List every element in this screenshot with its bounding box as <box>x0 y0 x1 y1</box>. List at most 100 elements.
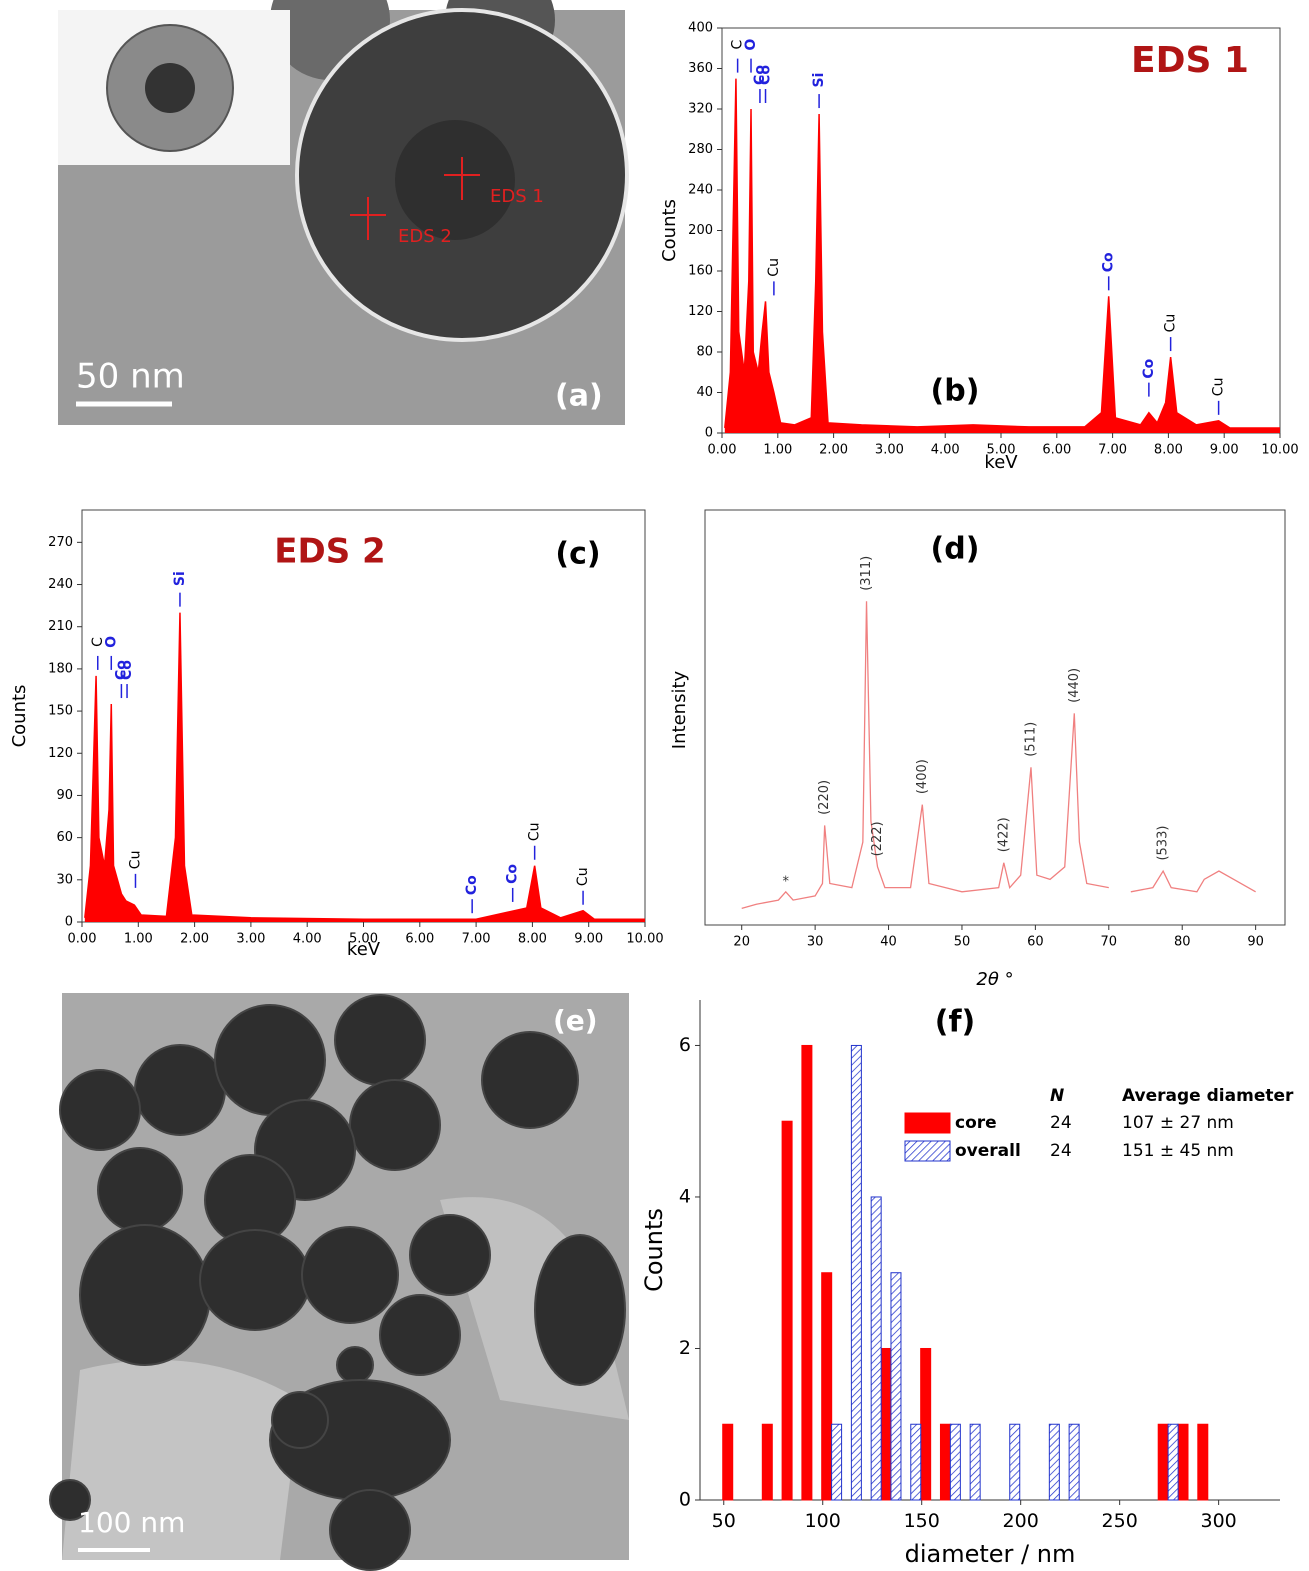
y-tick-label: 120 <box>48 746 73 761</box>
y-tick-label: 0 <box>65 915 73 930</box>
legend-cell: 24 <box>1050 1113 1072 1133</box>
peak-label: (533) <box>1156 826 1171 861</box>
peak-label: Co <box>1101 252 1117 272</box>
bar <box>880 1347 892 1501</box>
chart: 0.00 1.00 2.00 3.00 4.00 5.00 6.00 7.00 8.00 9.00… <box>9 509 664 960</box>
bar <box>870 1196 882 1501</box>
legend-swatch <box>904 1112 951 1134</box>
x-tick-label: 10.00 <box>626 932 663 947</box>
bar <box>1197 1423 1209 1501</box>
peak-label: Si <box>811 73 827 88</box>
y-tick-label: 40 <box>696 385 713 400</box>
x-tick-label: 70 <box>1101 935 1118 950</box>
x-tick-label: 300 <box>1201 1510 1237 1532</box>
x-tick-label: 60 <box>1027 935 1044 950</box>
peak-label: (440) <box>1067 668 1082 703</box>
marker-label: EDS 1 <box>490 186 544 207</box>
x-tick-label: 6.00 <box>405 932 434 947</box>
y-tick-label: 30 <box>56 872 73 887</box>
chart-title: EDS 1 <box>1131 40 1249 81</box>
x-tick-label: 1.00 <box>763 443 792 458</box>
bar <box>831 1423 843 1501</box>
x-tick-label: 1.00 <box>124 932 153 947</box>
x-tick-label: 50 <box>712 1510 736 1532</box>
scale-bar-label: 100 nm <box>78 1506 185 1539</box>
y-tick-label: 2 <box>679 1337 691 1359</box>
y-tick-label: 80 <box>696 345 713 360</box>
chart: 0.00 1.00 2.00 3.00 4.00 5.00 6.00 7.00 8.00 9.00… <box>659 21 1299 474</box>
x-axis-label: keV <box>984 452 1018 473</box>
x-tick-label: 20 <box>733 935 750 950</box>
y-tick-label: 200 <box>688 223 713 238</box>
bar <box>1157 1423 1169 1501</box>
bar <box>1068 1423 1080 1501</box>
y-axis-label: Counts <box>640 1208 668 1292</box>
peak-label: Cu <box>1163 314 1179 333</box>
x-tick-label: 50 <box>954 935 971 950</box>
bar <box>939 1423 951 1501</box>
x-tick-label: 90 <box>1247 935 1264 950</box>
x-tick-label: 7.00 <box>1098 443 1127 458</box>
panel-label: (f) <box>935 1005 975 1040</box>
chart: 20 30 40 50 60 70 80 90 2θ ° Intensity (d) * (220) (3… <box>669 509 1286 990</box>
x-tick-label: 4.00 <box>931 443 960 458</box>
x-tick-label: 9.00 <box>574 932 603 947</box>
bar <box>1009 1423 1021 1501</box>
x-tick-label: 3.00 <box>236 932 265 947</box>
bar <box>910 1423 922 1501</box>
legend-swatch <box>904 1140 951 1162</box>
y-tick-label: 90 <box>56 788 73 803</box>
peak-label: Co <box>505 864 521 884</box>
peak-label: * <box>783 874 790 889</box>
y-tick-label: 160 <box>688 264 713 279</box>
marker-label: EDS 2 <box>398 226 452 247</box>
x-tick-label: 4.00 <box>293 932 322 947</box>
y-tick-label: 60 <box>56 830 73 845</box>
y-tick-label: 180 <box>48 661 73 676</box>
x-tick-label: 7.00 <box>462 932 491 947</box>
peak-label: C <box>90 637 106 647</box>
y-tick-label: 280 <box>688 142 713 157</box>
y-tick-label: 120 <box>688 304 713 319</box>
bar <box>890 1272 902 1501</box>
spectrum-line <box>84 612 645 920</box>
legend-header: N <box>1050 1086 1064 1106</box>
legend-cell: 107 ± 27 nm <box>1122 1113 1234 1133</box>
peak-label: (511) <box>1023 722 1038 757</box>
bar <box>821 1272 833 1501</box>
legend-label: overall <box>955 1141 1021 1161</box>
x-axis-label: 2θ ° <box>976 969 1013 990</box>
y-axis-label: Intensity <box>669 670 690 749</box>
legend-cell: 24 <box>1050 1141 1072 1161</box>
x-tick-label: 150 <box>904 1510 940 1532</box>
y-tick-label: 6 <box>679 1034 691 1056</box>
y-tick-label: 400 <box>688 21 713 36</box>
panel-label: (c) <box>555 537 600 572</box>
y-tick-label: 0 <box>705 426 713 441</box>
peak-label: C <box>730 40 746 50</box>
x-tick-label: 3.00 <box>875 443 904 458</box>
peak-label: O <box>103 636 119 648</box>
y-axis-label: Counts <box>659 199 680 262</box>
bar <box>1048 1423 1060 1501</box>
panel-label: (b) <box>931 374 980 409</box>
peak-label: (311) <box>859 556 874 591</box>
peak-label: (422) <box>996 817 1011 852</box>
pattern-line <box>741 601 1256 910</box>
bar <box>722 1423 734 1501</box>
x-tick-label: 0.00 <box>708 443 737 458</box>
bar <box>761 1423 773 1501</box>
bar <box>1177 1423 1189 1501</box>
x-tick-label: 200 <box>1003 1510 1039 1532</box>
y-axis-label: Counts <box>9 685 30 748</box>
x-tick-label: 2.00 <box>819 443 848 458</box>
x-tick-label: 8.00 <box>518 932 547 947</box>
peak-label: Co <box>752 65 768 85</box>
tem-image-a: EDS 1 EDS 2 50 nm (a) <box>58 0 629 425</box>
x-tick-label: 100 <box>805 1510 841 1532</box>
panel-label: (a) <box>555 379 603 414</box>
x-tick-label: 8.00 <box>1154 443 1183 458</box>
legend-header: Average diameter <box>1122 1086 1294 1106</box>
